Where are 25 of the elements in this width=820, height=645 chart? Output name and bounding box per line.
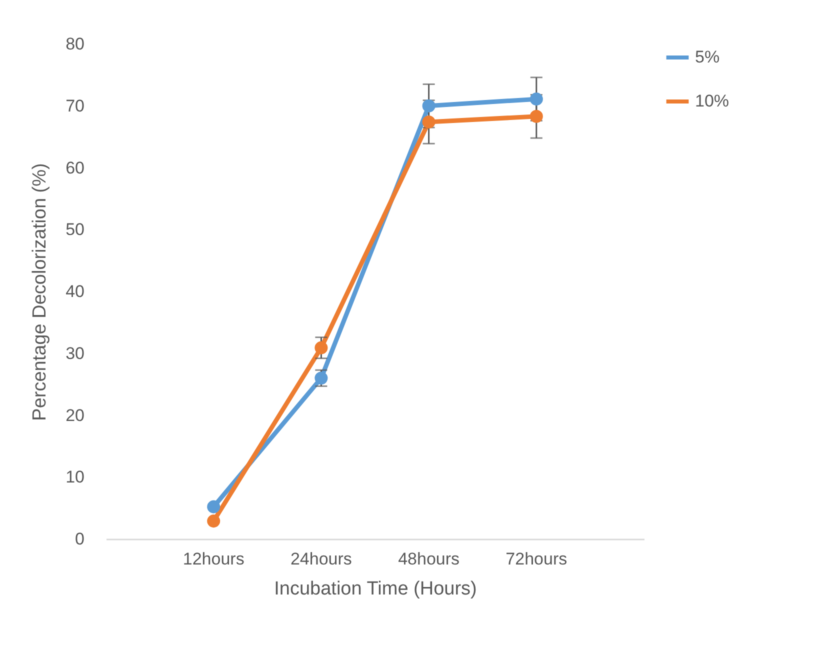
y-tick-label: 20 xyxy=(66,406,84,425)
x-tick-label: 12hours xyxy=(182,550,244,568)
point xyxy=(314,341,328,354)
x-tick-label: 48hours xyxy=(398,550,460,568)
y-tick-label: 70 xyxy=(66,96,84,116)
point xyxy=(422,99,436,112)
legend-label: 10% xyxy=(695,92,730,110)
y-tick-label: 0 xyxy=(75,530,84,548)
point xyxy=(314,372,328,385)
point xyxy=(422,115,436,128)
point xyxy=(207,514,220,528)
y-tick-label: 50 xyxy=(66,220,84,240)
y-tick-label: 60 xyxy=(66,158,84,178)
point xyxy=(530,92,543,106)
y-tick-label: 40 xyxy=(66,282,84,301)
y-tick-label: 10 xyxy=(66,468,84,487)
x-tick-label: 72hours xyxy=(506,550,568,568)
point xyxy=(530,110,543,123)
y-axis-title: Percentage Decolorization (%) xyxy=(30,163,51,421)
legend-label: 5% xyxy=(695,48,720,66)
point xyxy=(207,500,220,514)
x-tick-label: 24hours xyxy=(290,550,352,568)
x-axis-title: Incubation Time (Hours) xyxy=(274,578,477,600)
y-tick-label: 30 xyxy=(66,344,84,363)
y-tick-label: 80 xyxy=(66,34,84,54)
